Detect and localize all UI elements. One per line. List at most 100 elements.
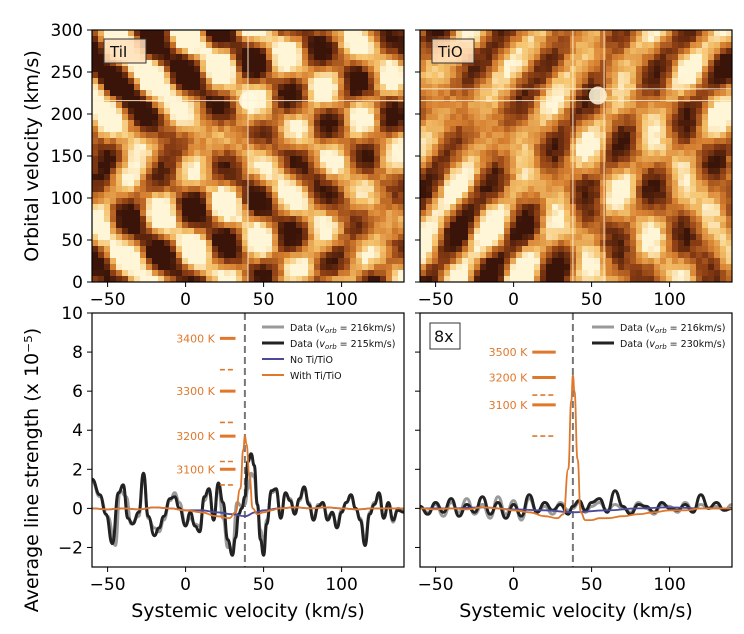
heatmap-cell [582, 48, 589, 55]
heatmap-cell [456, 132, 463, 139]
heatmap-cell [480, 276, 487, 282]
heatmap-cell [260, 42, 267, 49]
heatmap-cell [672, 54, 679, 61]
heatmap-cell [522, 120, 529, 127]
heatmap-cell [158, 126, 165, 133]
heatmap-cell [266, 246, 273, 253]
heatmap-cell [236, 264, 243, 271]
heatmap-cell [140, 252, 147, 259]
heatmap-cell [110, 120, 117, 127]
heatmap-cell [278, 114, 285, 121]
heatmap-cell [660, 36, 667, 43]
heatmap-cell [540, 138, 547, 145]
heatmap-cell [456, 144, 463, 151]
heatmap-cell [672, 48, 679, 55]
heatmap-cell [146, 132, 153, 139]
heatmap-cell [374, 228, 381, 235]
heatmap-cell [636, 186, 643, 193]
heatmap-cell [200, 30, 207, 37]
heatmap-cell [546, 228, 553, 235]
heatmap-cell [200, 36, 207, 43]
heatmap-cell [278, 186, 285, 193]
heatmap-cell [314, 126, 321, 133]
heatmap-cell [164, 78, 171, 85]
heatmap-cell [260, 108, 267, 115]
heatmap-cell [368, 96, 375, 103]
heatmap-cell [212, 264, 219, 271]
heatmap-cell [462, 198, 469, 205]
heatmap-cell [468, 162, 475, 169]
heatmap-cell [642, 120, 649, 127]
heatmap-cell [486, 210, 493, 217]
heatmap-cell [714, 156, 721, 163]
heatmap-cell [398, 84, 404, 91]
heatmap-cell [332, 36, 339, 43]
heatmap-cell [368, 234, 375, 241]
heatmap-cell [516, 180, 523, 187]
heatmap-cell [248, 144, 255, 151]
heatmap-cell [684, 138, 691, 145]
heatmap-cell [140, 132, 147, 139]
heatmap-cell [368, 30, 375, 37]
heatmap-cell [558, 228, 565, 235]
heatmap-cell [666, 66, 673, 73]
heatmap-cell [122, 276, 129, 282]
heatmap-cell [104, 78, 111, 85]
heatmap-cell [290, 168, 297, 175]
heatmap-cell [296, 174, 303, 181]
heatmap-cell [558, 216, 565, 223]
heatmap-cell [368, 156, 375, 163]
heatmap-cell [654, 42, 661, 49]
heatmap-cell [684, 42, 691, 49]
heatmap-cell [176, 42, 183, 49]
heatmap-cell [356, 60, 363, 67]
heatmap-cell [386, 246, 393, 253]
heatmap-cell [266, 240, 273, 247]
heatmap-cell [254, 270, 261, 277]
heatmap-cell [290, 222, 297, 229]
x-tick-label: −50 [90, 575, 126, 595]
heatmap-cell [708, 30, 715, 37]
heatmap-cell [92, 66, 99, 73]
heatmap-cell [104, 132, 111, 139]
heatmap-cell [230, 78, 237, 85]
heatmap-cell [188, 78, 195, 85]
heatmap-cell [278, 180, 285, 187]
heatmap-cell [654, 276, 661, 282]
heatmap-cell [648, 36, 655, 43]
heatmap-cell [618, 174, 625, 181]
heatmap-cell [290, 276, 297, 282]
heatmap-cell [158, 102, 165, 109]
heatmap-cell [278, 30, 285, 37]
heatmap-cell [588, 156, 595, 163]
heatmap-cell [362, 216, 369, 223]
heatmap-cell [690, 30, 697, 37]
heatmap-cell [612, 240, 619, 247]
heatmap-cell [486, 270, 493, 277]
heatmap-cell [266, 108, 273, 115]
heatmap-cell [540, 90, 547, 97]
heatmap-cell [200, 168, 207, 175]
heatmap-cell [122, 96, 129, 103]
heatmap-cell [540, 264, 547, 271]
heatmap-cell [606, 234, 613, 241]
heatmap-cell [260, 234, 267, 241]
heatmap-cell [534, 90, 541, 97]
heatmap-cell [290, 144, 297, 151]
heatmap-cell [486, 222, 493, 229]
heatmap-cell [690, 114, 697, 121]
heatmap-cell [558, 270, 565, 277]
heatmap-cell [188, 36, 195, 43]
heatmap-cell [582, 252, 589, 259]
heatmap-cell [576, 72, 583, 79]
heatmap-cell [344, 144, 351, 151]
heatmap-cell [672, 78, 679, 85]
heatmap-cell [254, 186, 261, 193]
heatmap-cell [362, 66, 369, 73]
heatmap-cell [426, 204, 433, 211]
heatmap-cell [236, 42, 243, 49]
heatmap-cell [684, 222, 691, 229]
heatmap-cell [690, 240, 697, 247]
heatmap-cell [684, 264, 691, 271]
heatmap-cell [714, 264, 721, 271]
